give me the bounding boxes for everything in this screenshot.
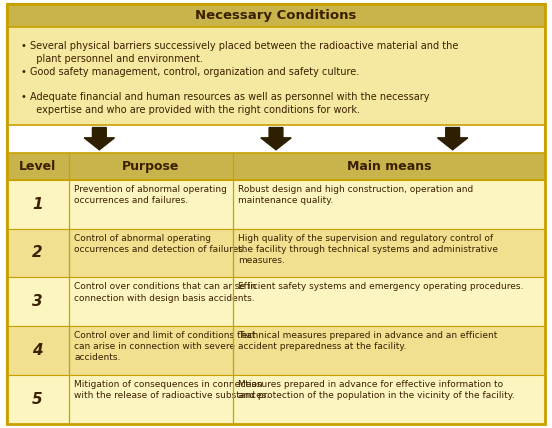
Text: •: • [20,67,26,77]
FancyBboxPatch shape [7,180,545,229]
FancyBboxPatch shape [7,4,545,27]
Text: 5: 5 [32,392,43,407]
Text: Necessary Conditions: Necessary Conditions [195,9,357,22]
Text: Control over conditions that can arise in
connection with design basis accidents: Control over conditions that can arise i… [74,282,256,303]
Text: 2: 2 [32,245,43,261]
Text: Control over and limit of conditions that
can arise in connection with severe
ac: Control over and limit of conditions tha… [74,331,256,363]
FancyBboxPatch shape [7,153,545,180]
FancyBboxPatch shape [7,229,545,277]
Text: Adequate financial and human resources as well as personnel with the necessary
 : Adequate financial and human resources a… [30,92,430,115]
Text: Measures prepared in advance for effective information to
and protection of the : Measures prepared in advance for effecti… [238,380,515,400]
FancyArrow shape [437,128,468,150]
FancyArrow shape [261,128,291,150]
FancyArrow shape [84,128,115,150]
Text: Mitigation of consequences in connection
with the release of radioactive substan: Mitigation of consequences in connection… [74,380,269,400]
Text: Robust design and high construction, operation and
maintenance quality.: Robust design and high construction, ope… [238,185,474,205]
Text: Good safety management, control, organization and safety culture.: Good safety management, control, organiz… [30,67,359,77]
Text: High quality of the supervision and regulatory control of
the facility through t: High quality of the supervision and regu… [238,234,498,265]
Text: Purpose: Purpose [122,160,179,173]
Text: 1: 1 [32,196,43,212]
Text: 3: 3 [32,294,43,309]
FancyBboxPatch shape [7,277,545,326]
Text: •: • [20,41,26,51]
FancyBboxPatch shape [7,326,545,375]
Text: Several physical barriers successively placed between the radioactive material a: Several physical barriers successively p… [30,41,459,64]
Text: 4: 4 [32,343,43,358]
FancyBboxPatch shape [7,27,545,125]
Text: Control of abnormal operating
occurrences and detection of failures.: Control of abnormal operating occurrence… [74,234,246,254]
Text: Level: Level [19,160,56,173]
Text: Technical measures prepared in advance and an efficient
accident preparedness at: Technical measures prepared in advance a… [238,331,498,351]
Text: •: • [20,92,26,102]
FancyBboxPatch shape [7,4,545,424]
Text: Main means: Main means [347,160,431,173]
FancyBboxPatch shape [7,375,545,424]
Text: Prevention of abnormal operating
occurrences and failures.: Prevention of abnormal operating occurre… [74,185,227,205]
Text: Efficient safety systems and emergency operating procedures.: Efficient safety systems and emergency o… [238,282,524,291]
